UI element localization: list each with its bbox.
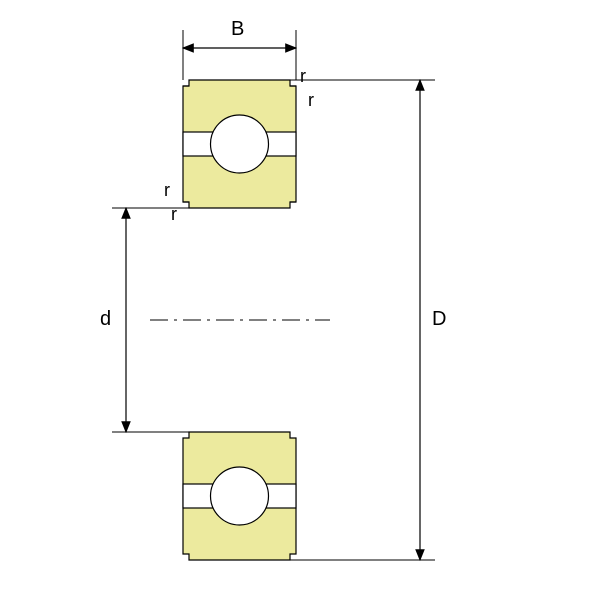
top-ball bbox=[211, 115, 269, 173]
label-d: d bbox=[100, 308, 111, 331]
label-r-top-right-2: r bbox=[308, 90, 314, 111]
label-r-inner-left-1: r bbox=[164, 180, 170, 201]
label-B: B bbox=[231, 18, 244, 41]
bottom-ball bbox=[211, 467, 269, 525]
bearing-svg bbox=[0, 0, 600, 600]
label-D: D bbox=[432, 308, 446, 331]
bearing-diagram: B D d r r r r bbox=[0, 0, 600, 600]
label-r-inner-left-2: r bbox=[171, 204, 177, 225]
label-r-top-right-1: r bbox=[300, 66, 306, 87]
